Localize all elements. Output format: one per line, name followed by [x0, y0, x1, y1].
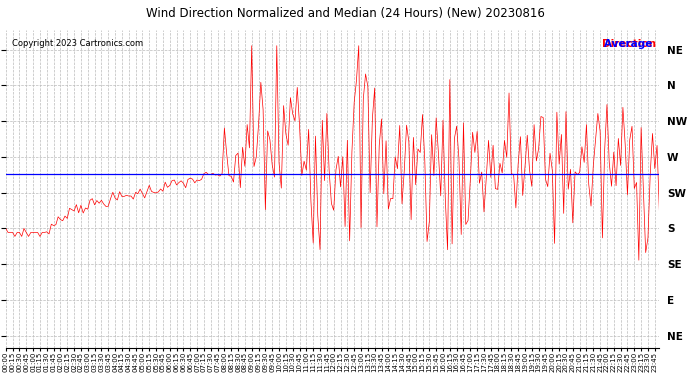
Text: Direction: Direction	[602, 39, 656, 50]
Text: Copyright 2023 Cartronics.com: Copyright 2023 Cartronics.com	[12, 39, 144, 48]
Text: Average: Average	[604, 39, 656, 50]
Text: Wind Direction Normalized and Median (24 Hours) (New) 20230816: Wind Direction Normalized and Median (24…	[146, 8, 544, 21]
